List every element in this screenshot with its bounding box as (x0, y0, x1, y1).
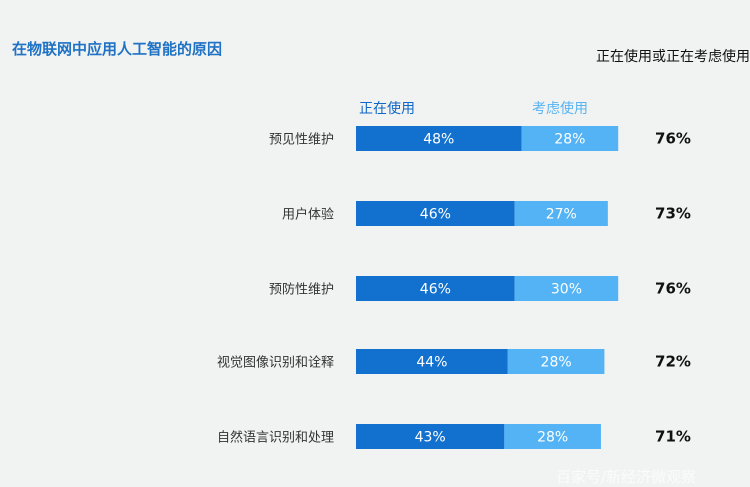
total-value: 71% (655, 428, 691, 446)
legend-considering: 考虑使用 (532, 101, 588, 117)
category-label: 预防性维护 (269, 282, 334, 298)
bar-considering-value: 28% (537, 430, 568, 446)
bar-considering-value: 28% (554, 132, 585, 148)
watermark-text: 百家号/新经济微观察 (556, 468, 697, 486)
bar-using-value: 46% (420, 282, 451, 298)
chart-title: 在物联网中应用人工智能的原因 (12, 40, 223, 58)
bar-considering-value: 28% (541, 355, 572, 371)
bar-using-value: 48% (423, 132, 454, 148)
bar-using (356, 349, 508, 374)
legend-using: 正在使用 (359, 101, 415, 117)
bar-using (356, 126, 522, 151)
bar-considering-value: 30% (551, 282, 582, 298)
total-value: 73% (655, 205, 691, 223)
bar-considering (504, 424, 601, 449)
bar-using-value: 44% (416, 355, 447, 371)
bar-using (356, 424, 505, 449)
category-label: 用户体验 (282, 207, 334, 223)
totals-column-header: 正在使用或正在考虑使用 (596, 49, 750, 65)
bar-considering (514, 201, 608, 226)
bar-considering (507, 349, 605, 374)
bar-considering (514, 276, 619, 301)
bar-considering-value: 27% (546, 207, 577, 223)
total-value: 76% (655, 130, 691, 148)
bar-using (356, 201, 515, 226)
bar-using-value: 43% (415, 430, 446, 446)
category-label: 自然语言识别和处理 (217, 430, 334, 446)
total-value: 76% (655, 280, 691, 298)
bar-using-value: 46% (420, 207, 451, 223)
total-value: 72% (655, 353, 691, 371)
category-label: 预见性维护 (269, 133, 334, 148)
category-label: 视觉图像识别和诠释 (217, 356, 334, 371)
bar-considering (521, 126, 619, 151)
bar-using (356, 276, 515, 301)
